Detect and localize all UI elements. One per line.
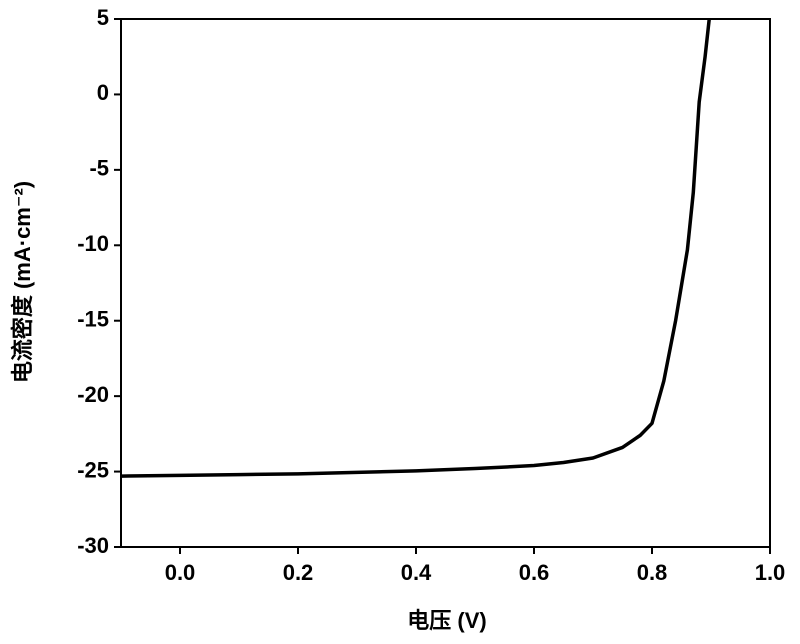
x-tick-label: 0.6 xyxy=(519,560,550,585)
y-axis-label: 电流密度 (mA·cm⁻²) xyxy=(10,181,35,383)
chart: 电压 (V) 电流密度 (mA·cm⁻²) -30 -25 -20 -15 -10 -5 0… xyxy=(0,0,800,644)
y-tick-label: -10 xyxy=(77,231,109,256)
y-tick-label: -20 xyxy=(77,382,109,407)
x-axis-label: 电压 (V) xyxy=(407,608,486,633)
x-tick-label: 0.0 xyxy=(165,560,196,585)
y-tick-label: 0 xyxy=(97,80,109,105)
y-tick-label: 5 xyxy=(97,5,109,30)
x-tick-label: 0.8 xyxy=(637,560,668,585)
x-tick-label: 0.2 xyxy=(283,560,314,585)
y-tick-label: -5 xyxy=(89,156,109,181)
y-tick-label: -15 xyxy=(77,307,109,332)
y-tick-label: -25 xyxy=(77,457,109,482)
plot-frame xyxy=(121,19,770,547)
y-tick-label: -30 xyxy=(77,533,109,558)
x-tick-label: 1.0 xyxy=(755,560,786,585)
curve xyxy=(121,19,709,476)
x-tick-label: 0.4 xyxy=(401,560,432,585)
